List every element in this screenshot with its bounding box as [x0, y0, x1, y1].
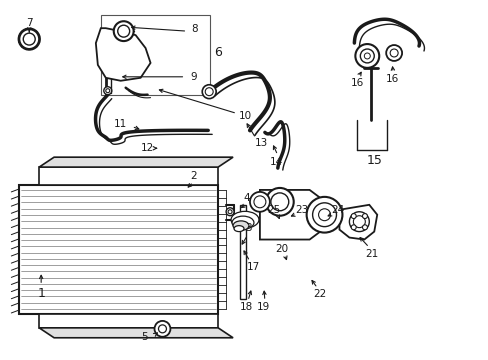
Polygon shape — [260, 190, 329, 239]
Circle shape — [225, 208, 234, 216]
Text: 5: 5 — [141, 332, 147, 342]
Circle shape — [355, 44, 379, 68]
Text: 1: 1 — [37, 287, 45, 300]
Circle shape — [227, 210, 232, 214]
Text: 2: 2 — [190, 171, 196, 181]
Circle shape — [105, 89, 109, 93]
Circle shape — [114, 21, 133, 41]
Bar — [101, 15, 210, 95]
Circle shape — [23, 33, 35, 45]
Ellipse shape — [231, 211, 258, 228]
Text: 16: 16 — [350, 78, 363, 88]
Text: 21: 21 — [365, 249, 378, 260]
Circle shape — [158, 325, 166, 333]
Bar — [39, 314, 218, 328]
Circle shape — [202, 85, 216, 99]
Circle shape — [353, 216, 365, 228]
Circle shape — [249, 192, 269, 212]
Circle shape — [154, 321, 170, 337]
Text: 13: 13 — [255, 138, 268, 148]
Text: 18: 18 — [239, 302, 252, 312]
Ellipse shape — [234, 226, 244, 231]
Text: 8: 8 — [191, 24, 197, 34]
Circle shape — [19, 29, 39, 49]
Text: 24: 24 — [330, 205, 344, 215]
Circle shape — [253, 196, 265, 208]
Circle shape — [350, 225, 355, 230]
Polygon shape — [39, 328, 233, 338]
Text: 20: 20 — [275, 244, 288, 255]
Circle shape — [270, 193, 288, 211]
Circle shape — [389, 49, 397, 57]
Ellipse shape — [233, 221, 248, 230]
Circle shape — [306, 197, 342, 233]
Circle shape — [350, 213, 355, 219]
Polygon shape — [39, 157, 233, 167]
Text: 25: 25 — [266, 205, 280, 215]
Circle shape — [360, 49, 373, 63]
Circle shape — [318, 209, 330, 221]
Text: 12: 12 — [141, 143, 154, 153]
Polygon shape — [96, 28, 150, 81]
Text: 3: 3 — [244, 222, 251, 233]
Text: 7: 7 — [26, 18, 33, 28]
Circle shape — [362, 213, 366, 219]
Bar — [240, 205, 245, 299]
Circle shape — [349, 212, 368, 231]
Circle shape — [312, 203, 336, 227]
Text: 9: 9 — [190, 72, 196, 82]
Circle shape — [364, 53, 369, 59]
Ellipse shape — [232, 216, 253, 229]
Text: 15: 15 — [366, 154, 382, 167]
Circle shape — [103, 87, 112, 95]
Circle shape — [118, 25, 129, 37]
Text: 22: 22 — [312, 289, 325, 299]
Circle shape — [386, 45, 401, 61]
Circle shape — [362, 225, 366, 230]
Circle shape — [265, 188, 293, 216]
Text: 10: 10 — [238, 111, 251, 121]
Text: 23: 23 — [294, 205, 307, 215]
Bar — [39, 167, 218, 185]
Text: 11: 11 — [114, 120, 127, 130]
Bar — [19, 185, 218, 314]
Text: 4: 4 — [243, 193, 250, 203]
Circle shape — [205, 88, 213, 96]
Text: 19: 19 — [257, 302, 270, 312]
Text: 16: 16 — [385, 74, 398, 84]
Text: 6: 6 — [214, 46, 222, 59]
Text: 14: 14 — [270, 157, 283, 167]
Polygon shape — [339, 205, 376, 239]
Text: 17: 17 — [246, 262, 259, 272]
